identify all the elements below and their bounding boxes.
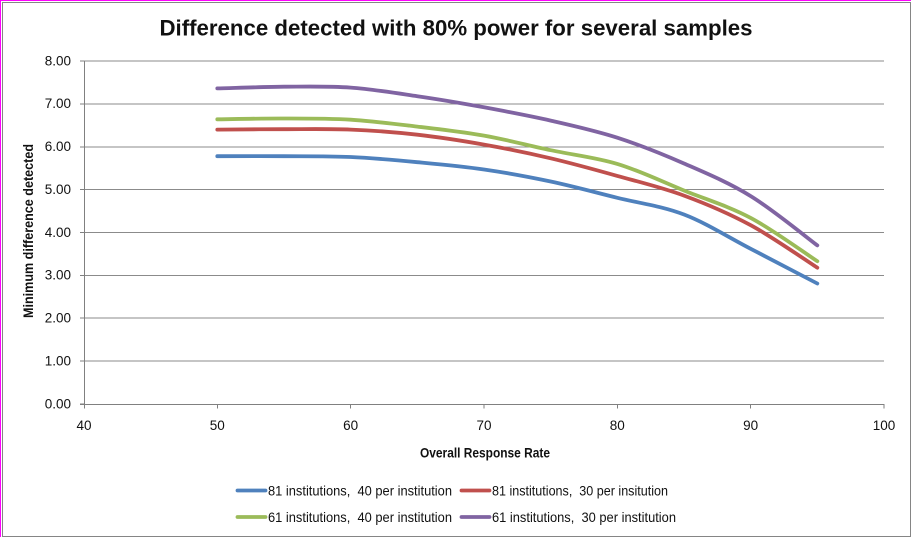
svg-text:80: 80 <box>610 418 625 433</box>
svg-text:60: 60 <box>343 418 358 433</box>
svg-text:4.00: 4.00 <box>45 225 71 240</box>
svg-text:1.00: 1.00 <box>45 353 71 368</box>
svg-text:Difference detected with 80% p: Difference detected with 80% power for s… <box>160 16 753 41</box>
svg-text:100: 100 <box>873 418 896 433</box>
svg-text:2.00: 2.00 <box>45 311 71 326</box>
svg-text:40: 40 <box>76 418 91 433</box>
svg-text:6.00: 6.00 <box>45 139 71 154</box>
svg-text:0.00: 0.00 <box>45 396 71 411</box>
svg-text:7.00: 7.00 <box>45 96 71 111</box>
svg-text:70: 70 <box>476 418 491 433</box>
svg-text:Overall Response Rate: Overall Response Rate <box>420 445 550 461</box>
svg-text:Minimum difference detected: Minimum difference detected <box>20 144 36 318</box>
svg-text:81 institutions, 30 per insit: 81 institutions, 30 per insitution <box>492 482 668 498</box>
svg-text:90: 90 <box>743 418 758 433</box>
svg-text:3.00: 3.00 <box>45 268 71 283</box>
svg-text:61 institutions, 40 per insti: 61 institutions, 40 per institution <box>268 509 452 525</box>
svg-text:61 institutions, 30 per insti: 61 institutions, 30 per institution <box>492 509 676 525</box>
svg-text:8.00: 8.00 <box>45 53 71 68</box>
svg-text:50: 50 <box>210 418 225 433</box>
svg-text:81 institutions, 40 per insti: 81 institutions, 40 per institution <box>268 482 452 498</box>
svg-text:5.00: 5.00 <box>45 182 71 197</box>
